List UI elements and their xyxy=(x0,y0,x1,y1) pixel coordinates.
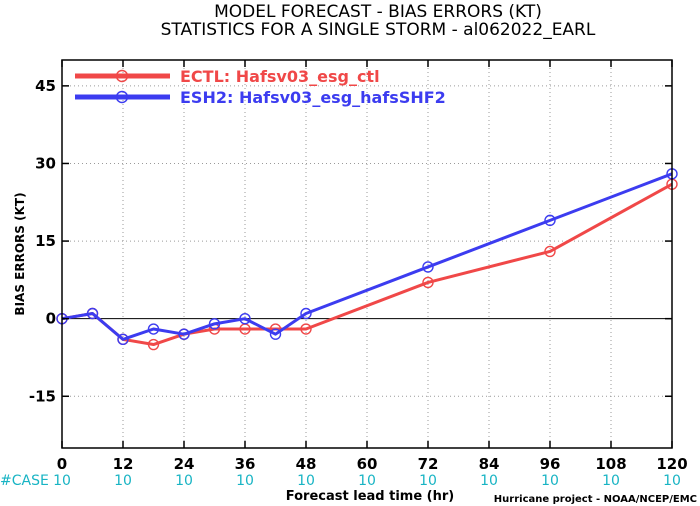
series-point-2 xyxy=(269,328,282,340)
y-tick-label: 30 xyxy=(35,154,56,172)
x-ticks: 0 12 24 36 48 60 72 84 96 108 120 xyxy=(57,60,688,473)
x-axis-label: Forecast lead time (hr) xyxy=(286,489,454,504)
case-count: 10 xyxy=(297,473,315,489)
series-point-1 xyxy=(544,245,556,258)
credit-text: Hurricane project - NOAA/NCEP/EMC xyxy=(494,494,697,505)
chart-subtitle: STATISTICS FOR A SINGLE STORM - al062022… xyxy=(161,20,596,40)
series-point-2 xyxy=(239,312,251,325)
case-count: 10 xyxy=(541,473,559,489)
x-tick-label: 120 xyxy=(656,455,687,473)
legend-label-1: ECTL: Hafsv03_esg_ctl xyxy=(180,67,380,86)
plot-frame xyxy=(61,59,673,449)
case-count: 10 xyxy=(419,473,437,489)
x-tick-label: 96 xyxy=(540,455,561,473)
series-point-1 xyxy=(300,323,312,335)
series-point-2 xyxy=(178,328,190,340)
legend-marker-1 xyxy=(115,69,129,83)
x-tick-label: 24 xyxy=(174,455,195,473)
case-count: 10 xyxy=(114,473,132,489)
x-tick-label: 72 xyxy=(418,455,439,473)
legend: ECTL: Hafsv03_esg_ctl ESH2: Hafsv03_esg_h… xyxy=(75,67,446,107)
legend-label-2: ESH2: Hafsv03_esg_hafsSHF2 xyxy=(180,88,446,107)
x-tick-label: 36 xyxy=(235,455,256,473)
x-tick-label: 108 xyxy=(595,455,626,473)
series-point-2 xyxy=(117,333,129,346)
series-lines xyxy=(56,168,678,351)
gridlines xyxy=(62,60,672,448)
y-tick-label: 45 xyxy=(35,77,56,95)
series-line-2 xyxy=(61,172,673,341)
case-count: 10 xyxy=(236,473,254,489)
y-tick-label: -15 xyxy=(29,387,56,405)
chart-title: MODEL FORECAST - BIAS ERRORS (KT) xyxy=(214,2,542,22)
case-count: 10 xyxy=(602,473,620,489)
case-count: 10 xyxy=(53,473,71,489)
x-tick-label: 60 xyxy=(357,455,378,473)
series-point-2 xyxy=(147,323,160,335)
x-tick-label: 12 xyxy=(113,455,134,473)
x-tick-label: 48 xyxy=(296,455,317,473)
case-count: 10 xyxy=(480,473,498,489)
y-axis-label: BIAS ERRORS (KT) xyxy=(13,192,27,315)
x-tick-label: 84 xyxy=(479,455,500,473)
case-counts: 10 10 10 10 10 10 10 10 10 10 10 xyxy=(53,473,681,489)
series-point-2 xyxy=(86,307,99,320)
series-point-2 xyxy=(300,307,312,320)
series-point-2 xyxy=(208,318,221,330)
case-count: 10 xyxy=(663,473,681,489)
y-ticks: 45 30 15 0 -15 xyxy=(29,77,672,405)
y-tick-label: 0 xyxy=(46,310,56,328)
x-tick-label: 0 xyxy=(57,455,67,473)
case-count: 10 xyxy=(175,473,193,489)
legend-marker-2 xyxy=(115,90,129,104)
series-point-1 xyxy=(422,276,434,289)
series-point-1 xyxy=(147,338,160,351)
y-tick-label: 15 xyxy=(35,232,56,250)
case-count: 10 xyxy=(358,473,376,489)
case-label: #CASE xyxy=(0,473,49,489)
series-point-2 xyxy=(544,214,556,227)
series-point-2 xyxy=(422,261,434,273)
